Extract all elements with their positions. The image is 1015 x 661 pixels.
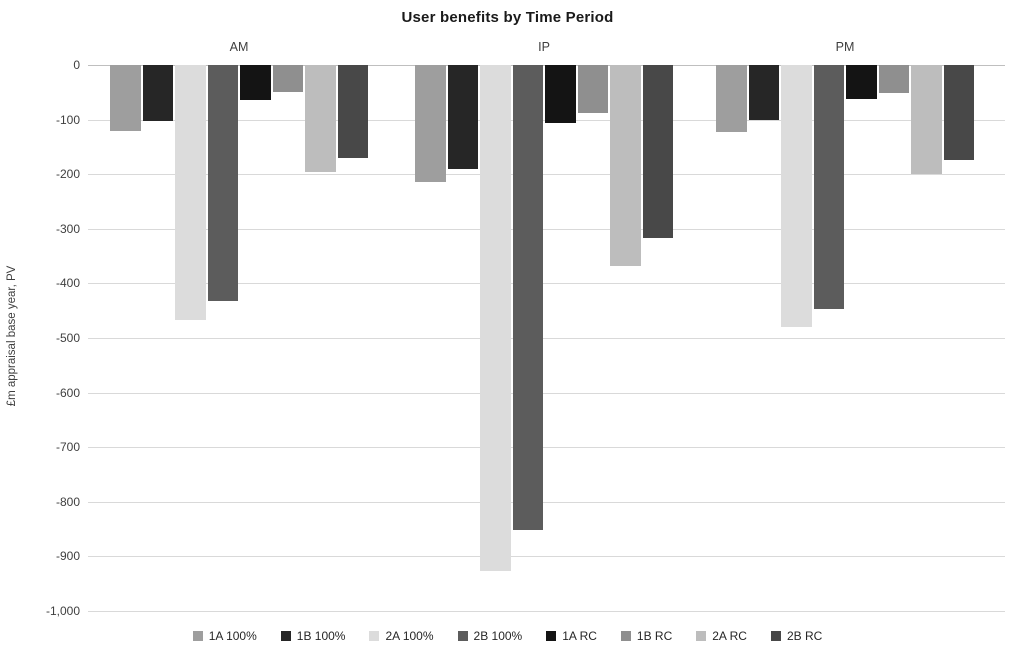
y-axis-tick-label: -400: [55, 276, 80, 291]
gridline: [88, 174, 1005, 176]
bar-pm-2a-rc: [911, 65, 942, 174]
bar-ip-2a-rc: [610, 65, 641, 266]
gridline: [88, 447, 1005, 449]
y-axis-tick-label: -100: [55, 112, 80, 127]
bar-group-am: [110, 65, 368, 320]
bar-pm-1a-100: [716, 65, 747, 132]
category-label-am: AM: [229, 40, 249, 54]
y-axis-tick-label: -1,000: [45, 604, 80, 618]
bar-ip-2a-100: [480, 65, 511, 572]
legend-item-2a-rc: 2A RC: [696, 629, 747, 643]
legend-item-2b-rc: 2B RC: [770, 629, 823, 643]
chart-title: User benefits by Time Period: [401, 9, 614, 26]
gridline: [88, 283, 1005, 285]
legend-marker-1a-rc: [546, 631, 557, 641]
category-label-ip: IP: [538, 40, 550, 54]
y-axis-tick-label: -600: [55, 385, 80, 400]
legend-item-1b-100: 1B 100%: [280, 629, 346, 643]
y-axis-tick-label: -200: [55, 167, 80, 182]
bar-pm-1a-rc: [846, 65, 877, 99]
legend-item-1a-rc: 1A RC: [546, 629, 597, 643]
bar-ip-1a-rc: [545, 65, 576, 124]
legend-item-2b-100: 2B 100%: [457, 629, 523, 643]
gridline: [88, 556, 1005, 558]
bar-am-2a-100: [175, 65, 206, 320]
legend-marker-1b-rc: [620, 631, 631, 641]
bar-ip-1b-rc: [577, 65, 608, 114]
legend-marker-2a-100: [369, 631, 380, 641]
legend-label: 2B RC: [786, 629, 823, 643]
bar-am-1a-rc: [240, 65, 271, 101]
legend-marker-1b-100: [280, 631, 291, 641]
y-axis-tick-label: -500: [55, 331, 80, 345]
bar-am-2a-rc: [305, 65, 336, 173]
legend-item-1a-100: 1A 100%: [192, 629, 257, 643]
y-axis-tick-label: -300: [55, 221, 80, 236]
y-axis-tick-label: 0: [73, 58, 80, 72]
legend-label: 2A 100%: [385, 629, 434, 643]
plot-area: 0 -100 -200 -300 -400 -500 -600 -700 -800 -900 -1,…: [46, 40, 1005, 618]
bar-pm-1b-100: [748, 65, 779, 120]
y-axis-title: £m appraisal base year, PV: [6, 265, 18, 407]
legend-label: 1B 100%: [296, 629, 346, 643]
bar-ip-1b-100: [447, 65, 478, 169]
bar-group-pm: [716, 65, 974, 327]
bar-am-2b-rc: [337, 65, 368, 159]
legend: 1A 100% 1B 100% 2A 100% 2B 100% 1A RC 1B RC 2A…: [0, 626, 1015, 646]
y-axis-tick-label: -900: [55, 549, 80, 564]
legend-marker-1a-100: [192, 631, 203, 641]
bar-pm-2b-100: [813, 65, 844, 309]
gridline: [88, 501, 1005, 503]
legend-label: 1A RC: [562, 629, 597, 643]
legend-marker-2b-rc: [770, 631, 781, 641]
bar-am-2b-100: [207, 65, 238, 302]
bar-am-1b-rc: [272, 65, 303, 93]
bar-group-ip: [415, 65, 673, 572]
gridline: [88, 228, 1005, 230]
legend-label: 1B RC: [636, 629, 673, 643]
bar-ip-1a-100: [415, 65, 446, 182]
gridline: [88, 392, 1005, 394]
legend-item-2a-100: 2A 100%: [369, 629, 434, 643]
legend-label: 2B 100%: [473, 629, 523, 643]
legend-label: 2A RC: [712, 629, 747, 643]
bar-am-1b-100: [142, 65, 173, 122]
legend-item-1b-rc: 1B RC: [620, 629, 673, 643]
gridline: [88, 338, 1005, 339]
bar-pm-2b-rc: [943, 65, 974, 160]
bar-pm-1b-rc: [878, 65, 909, 94]
legend-label: 1A 100%: [208, 629, 257, 643]
category-label-pm: PM: [835, 40, 855, 54]
legend-marker-2a-rc: [696, 631, 707, 641]
bar-ip-2b-100: [512, 65, 543, 530]
bar-ip-2b-rc: [642, 65, 673, 239]
y-axis-tick-label: -700: [55, 440, 80, 455]
legend-marker-2b-100: [457, 631, 468, 641]
y-axis-tick-label: -800: [55, 494, 80, 509]
bar-am-1a-100: [110, 65, 141, 131]
bar-pm-2a-100: [781, 65, 812, 327]
gridline: [88, 611, 1005, 612]
